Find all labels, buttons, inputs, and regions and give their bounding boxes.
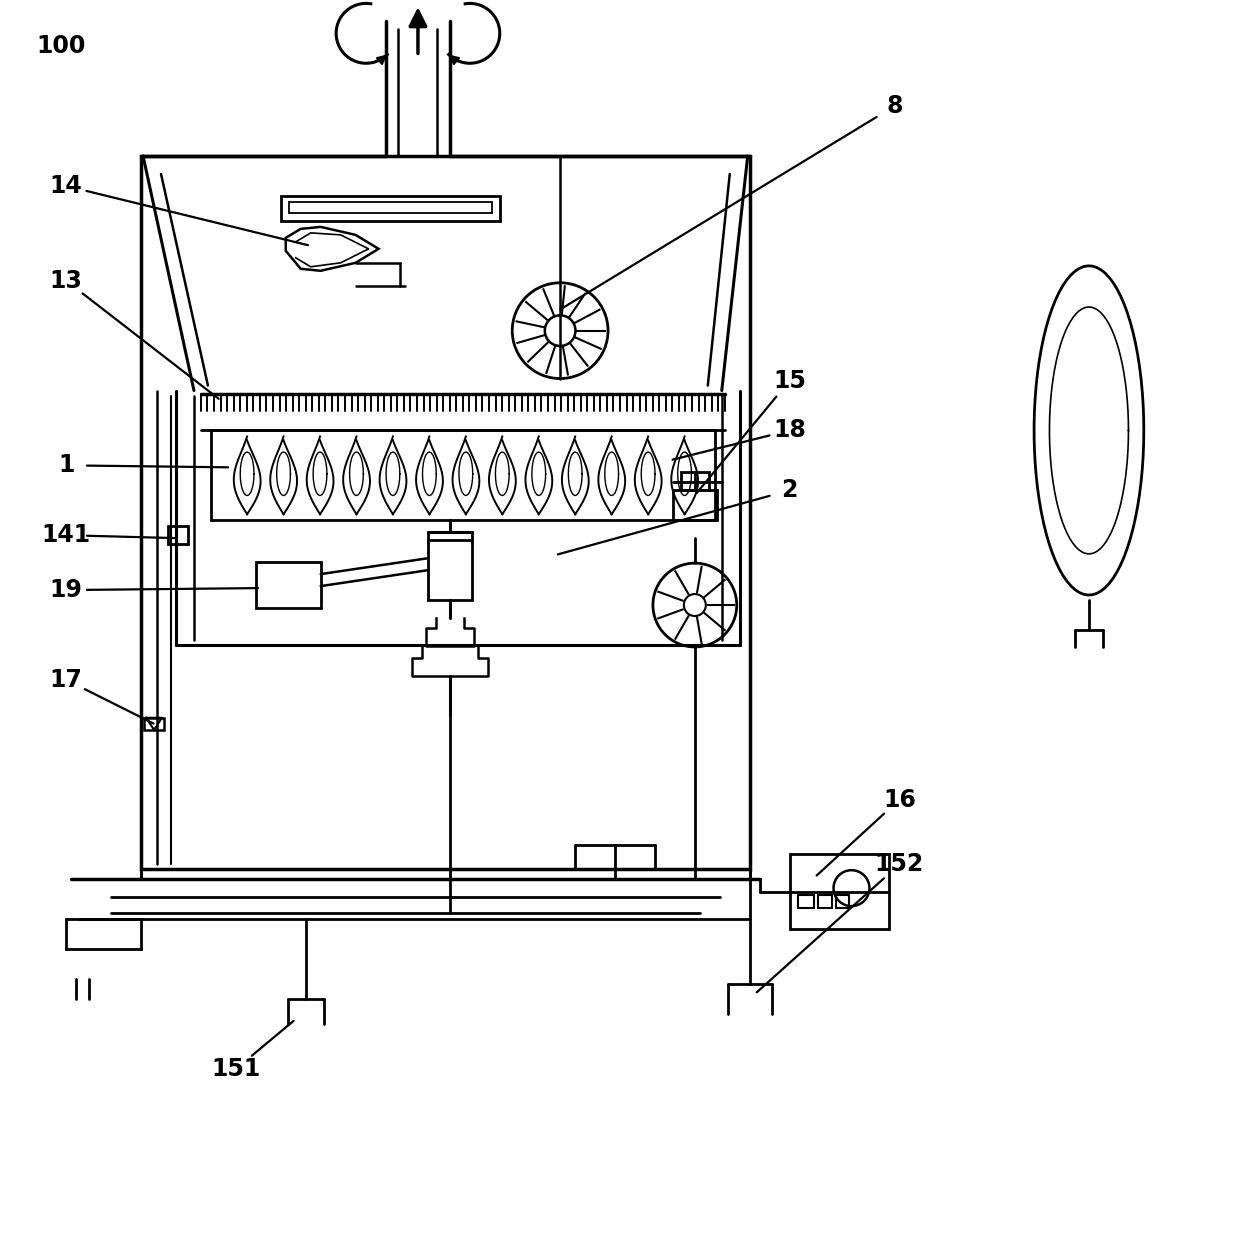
Bar	[289, 202, 492, 212]
Text: 152: 152	[874, 853, 924, 877]
Text: 15: 15	[774, 368, 806, 392]
Bar	[66, 919, 141, 949]
Bar	[211, 431, 714, 521]
Text: 1: 1	[58, 453, 74, 477]
Bar	[797, 896, 813, 908]
Bar	[836, 896, 849, 908]
Text: 17: 17	[50, 668, 83, 692]
Bar	[167, 526, 188, 545]
Text: 19: 19	[50, 578, 83, 602]
Bar	[144, 718, 164, 729]
Polygon shape	[1034, 266, 1143, 595]
Polygon shape	[285, 227, 378, 271]
Text: 2: 2	[781, 478, 797, 502]
Text: 16: 16	[883, 788, 916, 812]
Text: 13: 13	[50, 269, 83, 292]
Bar	[790, 854, 889, 929]
Bar	[817, 896, 832, 908]
Bar	[141, 156, 750, 869]
Text: 18: 18	[774, 418, 806, 442]
Bar	[429, 540, 472, 600]
Bar	[681, 472, 709, 491]
Text: 14: 14	[50, 174, 83, 199]
Text: 8: 8	[887, 94, 903, 119]
Bar	[255, 562, 321, 608]
Bar	[280, 196, 500, 221]
Text: 141: 141	[42, 523, 91, 547]
Text: 100: 100	[36, 34, 86, 59]
Text: 151: 151	[211, 1057, 260, 1080]
Bar	[673, 491, 717, 521]
